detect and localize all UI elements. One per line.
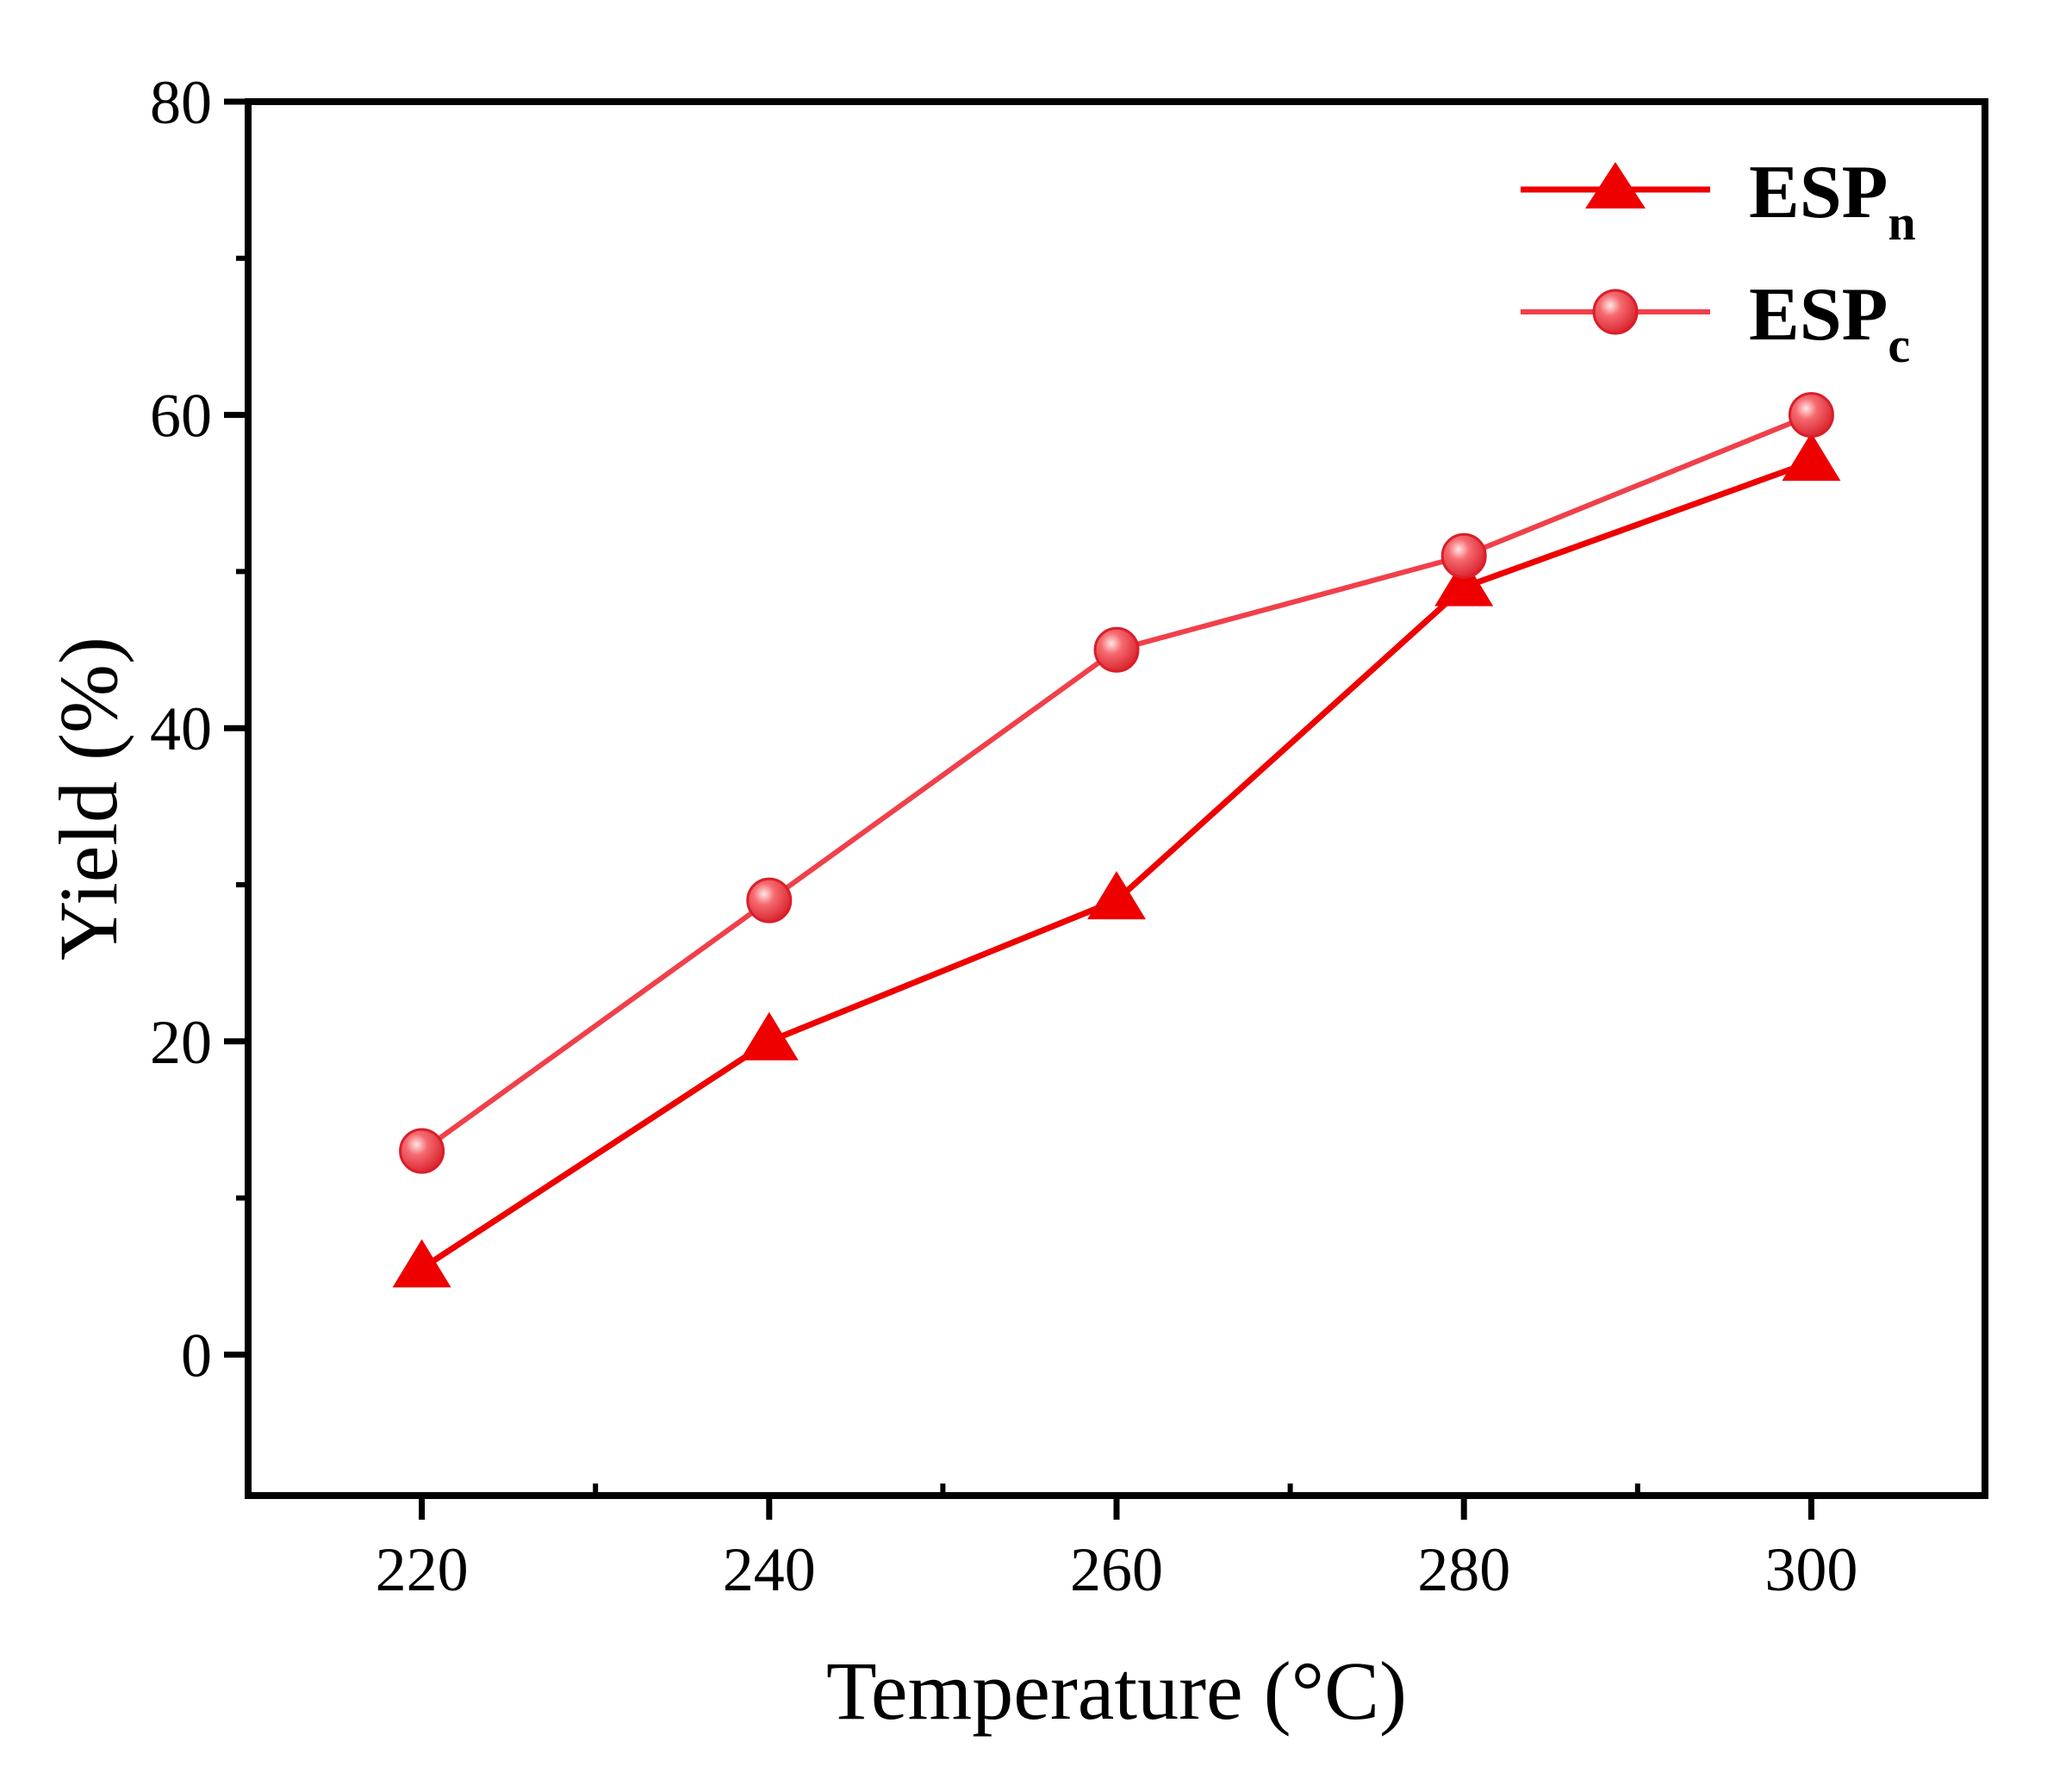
legend-label-espn-main: ESP <box>1749 151 1888 234</box>
y-axis-tick-labels: 0 20 40 60 80 <box>150 68 212 1390</box>
y-axis-ticks <box>224 98 248 1358</box>
data-point-espn-240 <box>739 1011 799 1061</box>
x-axis-title: Temperature (°C) <box>826 1645 1407 1737</box>
legend-label-espn-sub: n <box>1888 195 1915 251</box>
data-point-espc-280 <box>1440 532 1487 579</box>
data-point-espc-300 <box>1788 392 1834 439</box>
series-layer <box>392 392 1841 1288</box>
x-tick-label-240: 240 <box>723 1535 816 1604</box>
x-axis-tick-labels: 220 240 260 280 300 <box>376 1535 1858 1604</box>
legend-entry-espc: ESPc <box>1521 273 1910 373</box>
legend-entry-espn: ESPn <box>1521 151 1916 251</box>
legend: ESPn ESPc <box>1521 151 1916 373</box>
legend-label-espc-main: ESP <box>1749 273 1888 357</box>
y-tick-label-0: 0 <box>181 1321 212 1390</box>
y-tick-label-40: 40 <box>150 694 212 763</box>
data-point-espn-260 <box>1087 871 1146 920</box>
x-tick-label-260: 260 <box>1070 1535 1163 1604</box>
legend-marker-espc <box>1592 289 1639 335</box>
y-axis-title: Yield (%) <box>42 637 134 961</box>
x-tick-label-220: 220 <box>376 1535 469 1604</box>
data-point-espc-260 <box>1093 626 1140 673</box>
y-tick-label-20: 20 <box>150 1008 212 1077</box>
data-point-espn-280 <box>1434 557 1494 606</box>
data-point-espc-240 <box>746 877 793 924</box>
x-tick-label-280: 280 <box>1417 1535 1510 1604</box>
legend-label-espc-sub: c <box>1888 317 1910 373</box>
series-line-espn <box>420 458 1813 1272</box>
data-point-espc-220 <box>399 1128 445 1174</box>
legend-marker-espn <box>1585 162 1646 208</box>
data-point-espn-220 <box>392 1239 451 1288</box>
plot-frame <box>245 98 1988 1499</box>
series-line-espc <box>420 412 1813 1154</box>
data-point-espn-300 <box>1782 432 1841 482</box>
x-axis-ticks <box>419 1484 1814 1520</box>
x-tick-label-300: 300 <box>1764 1535 1857 1604</box>
legend-label-espn: ESPn <box>1749 151 1916 251</box>
y-tick-label-60: 60 <box>150 382 212 451</box>
legend-label-espc: ESPc <box>1749 273 1910 373</box>
y-tick-label-80: 80 <box>150 68 212 137</box>
